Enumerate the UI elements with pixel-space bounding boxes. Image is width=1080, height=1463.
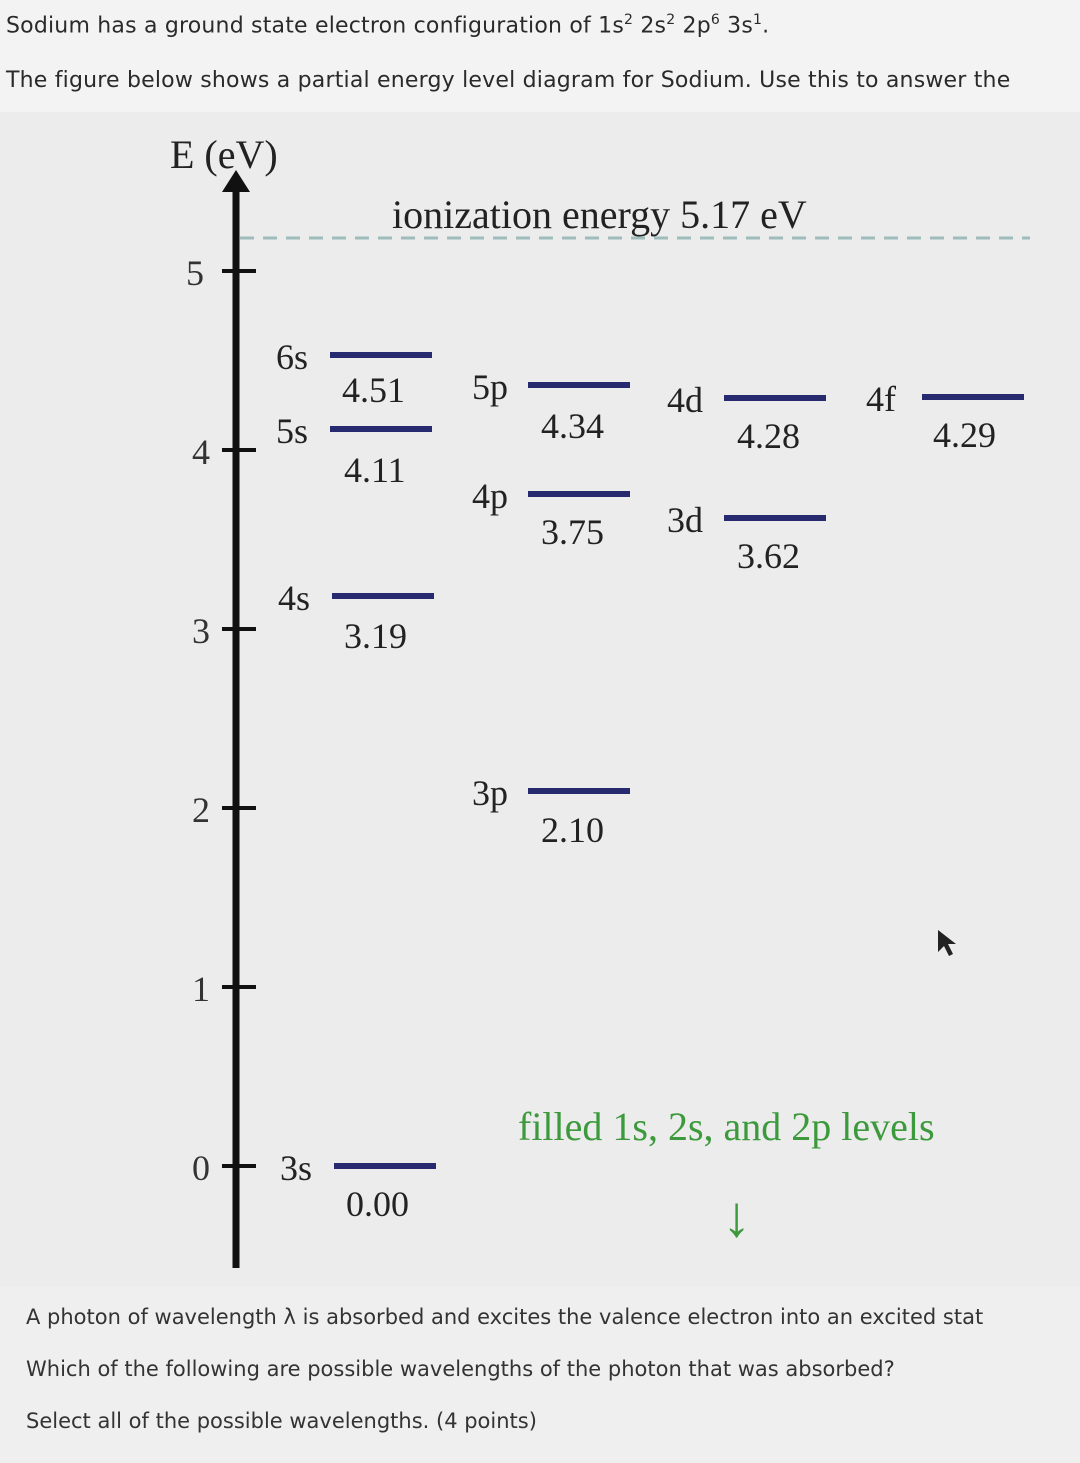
axis-ticks: 0 1 2 3 4 5: [186, 253, 256, 1188]
level-name-4d: 4d: [667, 380, 703, 420]
question-instruction-text: The figure below shows a partial energy …: [6, 68, 1011, 93]
level-energy-6s: 4.51: [342, 370, 405, 410]
level-4p: 4p 3.75: [472, 476, 630, 552]
axis-arrowhead-icon: [222, 170, 250, 192]
level-name-3d: 3d: [667, 500, 703, 540]
level-energy-4p: 3.75: [541, 512, 604, 552]
filled-levels-note: filled 1s, 2s, and 2p levels: [518, 1104, 935, 1149]
question-which-text: Which of the following are possible wave…: [26, 1357, 895, 1381]
level-energy-4d: 4.28: [737, 416, 800, 456]
level-name-3s: 3s: [280, 1148, 312, 1188]
level-name-5s: 5s: [276, 411, 308, 451]
level-energy-4s: 3.19: [344, 616, 407, 656]
level-3d: 3d 3.62: [667, 500, 826, 576]
level-name-6s: 6s: [276, 337, 308, 377]
tick-label-2: 2: [192, 790, 210, 830]
level-5p: 5p 4.34: [472, 367, 630, 446]
level-energy-3s: 0.00: [346, 1184, 409, 1224]
energy-level-diagram: E (eV) ionization energy 5.17 eV 0 1 2 3…: [0, 112, 1080, 1287]
question-prompt: A photon of wavelength λ is absorbed and…: [0, 1287, 1080, 1463]
question-header: Sodium has a ground state electron confi…: [0, 0, 1080, 112]
tick-label-0: 0: [192, 1148, 210, 1188]
level-name-4s: 4s: [278, 578, 310, 618]
level-energy-5s: 4.11: [344, 450, 406, 490]
level-energy-5p: 4.34: [541, 406, 604, 446]
level-6s: 6s 4.51: [276, 337, 432, 410]
level-4f: 4f 4.29: [866, 379, 1024, 455]
level-name-4p: 4p: [472, 476, 508, 516]
question-photon-text: A photon of wavelength λ is absorbed and…: [26, 1305, 984, 1329]
axis-label: E (eV): [170, 132, 278, 177]
level-4s: 4s 3.19: [278, 578, 434, 656]
level-name-5p: 5p: [472, 367, 508, 407]
tick-label-5: 5: [186, 253, 204, 293]
question-config-text: Sodium has a ground state electron confi…: [6, 12, 770, 39]
level-5s: 5s 4.11: [276, 411, 432, 490]
level-name-3p: 3p: [472, 773, 508, 813]
level-3s: 3s 0.00: [280, 1148, 436, 1224]
question-select-text: Select all of the possible wavelengths. …: [26, 1409, 537, 1433]
level-4d: 4d 4.28: [667, 380, 826, 456]
ionization-label: ionization energy 5.17 eV: [392, 192, 807, 237]
level-name-4f: 4f: [866, 379, 896, 419]
tick-label-3: 3: [192, 611, 210, 651]
level-energy-3p: 2.10: [541, 810, 604, 850]
tick-label-4: 4: [192, 432, 210, 472]
tick-label-1: 1: [192, 969, 210, 1009]
level-3p: 3p 2.10: [472, 773, 630, 850]
level-energy-3d: 3.62: [737, 536, 800, 576]
energy-diagram-svg: E (eV) ionization energy 5.17 eV 0 1 2 3…: [170, 132, 1030, 1268]
level-energy-4f: 4.29: [933, 415, 996, 455]
mouse-cursor-icon: [938, 930, 956, 956]
down-arrow-icon: ↓: [722, 1184, 751, 1249]
